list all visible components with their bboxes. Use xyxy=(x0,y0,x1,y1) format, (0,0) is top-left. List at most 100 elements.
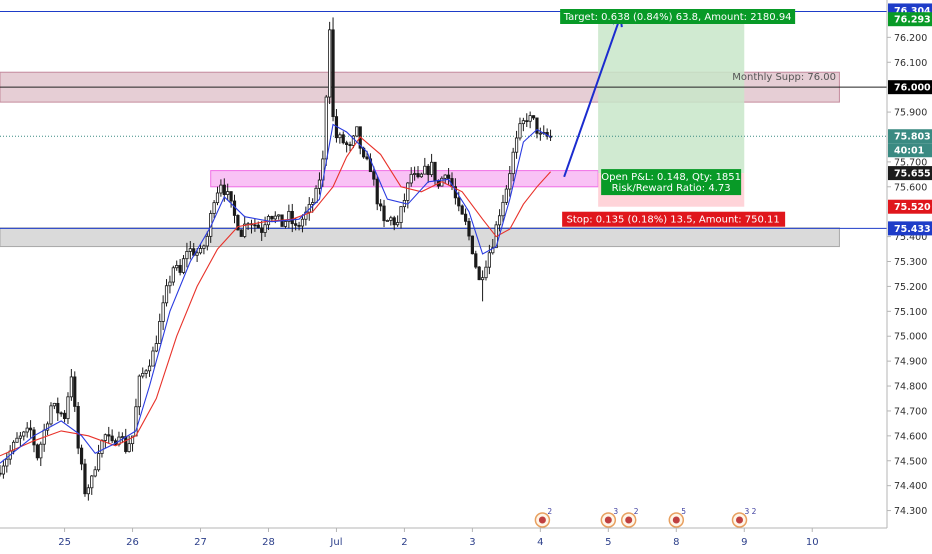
y-tick-label: 75.600 xyxy=(894,182,927,193)
candle-body xyxy=(5,458,9,467)
candle-body xyxy=(59,412,63,415)
y-tick-label: 75.400 xyxy=(894,232,927,243)
candle-body xyxy=(331,29,335,118)
candle-body xyxy=(497,215,502,226)
candle-body xyxy=(147,365,152,372)
candle-body xyxy=(164,285,169,304)
candle-body xyxy=(219,184,223,194)
candle-body xyxy=(110,435,114,442)
candle-body xyxy=(171,267,175,283)
candle-body xyxy=(198,248,203,254)
x-tick-label: 26 xyxy=(126,537,139,548)
y-tick-label: 75.000 xyxy=(894,332,927,343)
candle-body xyxy=(372,171,376,180)
candle-body xyxy=(32,429,36,446)
candle-body xyxy=(107,434,111,437)
risk-reward-label: Risk/Reward Ratio: 4.73 xyxy=(612,183,731,194)
ma-fast-line xyxy=(0,123,551,464)
candle-body xyxy=(185,251,189,260)
candle-body xyxy=(120,436,124,438)
entry-price-badge xyxy=(888,166,932,181)
y-tick-label: 76.100 xyxy=(894,58,927,69)
candle-body xyxy=(273,215,277,220)
candle-body xyxy=(18,435,22,439)
candle-body xyxy=(511,151,515,175)
y-tick-label: 74.500 xyxy=(894,456,927,467)
candle-body xyxy=(528,115,532,122)
monthly-support-label: 76.000 xyxy=(894,83,931,94)
candle-body xyxy=(324,96,328,160)
stop-price-label: 75.520 xyxy=(894,202,931,213)
candle-body xyxy=(484,266,488,279)
x-tick-label: 3 xyxy=(469,537,475,548)
stop-badge-label: Stop: 0.135 (0.18%) 13.5, Amount: 750.11 xyxy=(566,215,779,226)
candle-body xyxy=(433,161,437,181)
candle-body xyxy=(294,223,298,226)
x-tick-label: Jul xyxy=(329,537,342,548)
candle-body xyxy=(328,29,332,98)
candle-body xyxy=(396,222,400,226)
candle-body xyxy=(300,218,305,227)
support-price-label: 75.433 xyxy=(894,224,931,235)
x-axis[interactable]: 25 26 27 28 Jul 2 3 4 5 8 9 10 xyxy=(0,527,887,548)
candle-body xyxy=(443,174,447,179)
countdown-label: 40:01 xyxy=(894,146,924,157)
candle-body xyxy=(480,277,485,281)
countdown-badge xyxy=(888,143,932,158)
target-level-label: 76.293 xyxy=(894,15,931,26)
candle-body xyxy=(215,192,220,204)
candle-body xyxy=(253,224,257,227)
candle-body xyxy=(39,443,43,459)
candle-body xyxy=(314,187,318,203)
stop-price-badge xyxy=(888,199,932,214)
candle-body xyxy=(103,434,107,441)
candle-body xyxy=(83,463,87,495)
candle-body xyxy=(290,210,294,225)
pnl-badge-label: Open P&L: 0.148, Qty: 1851 xyxy=(601,172,741,183)
candle-body xyxy=(144,370,148,374)
support-price-badge xyxy=(888,221,932,236)
candle-body xyxy=(430,161,434,176)
candle-body xyxy=(470,235,474,255)
candle-body xyxy=(202,245,206,249)
event-jul9-count: 3 2 xyxy=(745,507,757,516)
candle-body xyxy=(467,220,471,237)
candle-body xyxy=(419,173,424,178)
x-tick-label: 10 xyxy=(806,537,819,548)
y-tick-label: 74.300 xyxy=(894,506,927,517)
candle-body xyxy=(0,472,2,475)
candle-body xyxy=(423,165,427,175)
candle-body xyxy=(263,224,267,233)
candle-body xyxy=(477,266,481,281)
candle-body xyxy=(375,178,379,205)
candle-body xyxy=(341,134,345,144)
candle-body xyxy=(69,376,73,398)
candle-body xyxy=(413,173,417,175)
candle-body xyxy=(35,444,39,459)
target-level-badge xyxy=(888,12,932,27)
x-tick-label: 25 xyxy=(58,537,71,548)
candle-body xyxy=(168,281,172,287)
candle-body xyxy=(379,203,383,207)
candle-body xyxy=(460,205,464,215)
y-tick-label: 74.600 xyxy=(894,431,927,442)
candle-body xyxy=(538,132,542,135)
candle-body xyxy=(351,135,356,146)
candle-body xyxy=(531,115,536,119)
candle-body xyxy=(239,229,243,237)
candle-body xyxy=(535,117,539,134)
x-tick-label: 5 xyxy=(605,537,611,548)
x-tick-label: 4 xyxy=(537,537,543,548)
y-tick-label: 75.700 xyxy=(894,157,927,168)
x-tick-label: 9 xyxy=(741,537,747,548)
y-tick-label: 74.700 xyxy=(894,406,927,417)
candle-body xyxy=(127,443,131,452)
candle-body xyxy=(90,475,94,489)
candle-body xyxy=(385,220,390,222)
candle-body xyxy=(474,253,478,268)
candle-body xyxy=(175,265,179,269)
profit-zone xyxy=(598,14,745,174)
